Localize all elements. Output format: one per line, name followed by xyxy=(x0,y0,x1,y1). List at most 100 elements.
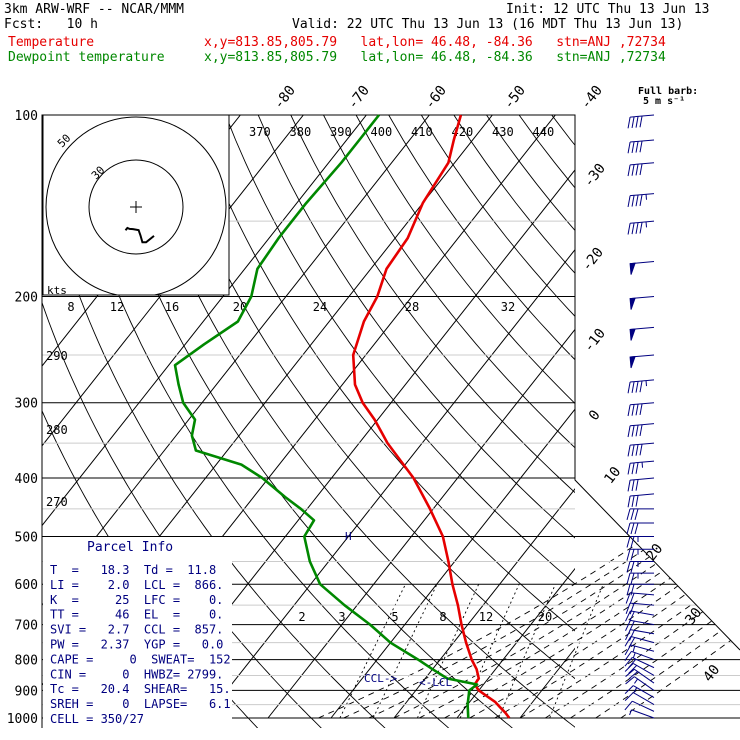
wind-barb-staff xyxy=(630,493,655,497)
wind-barb-full xyxy=(627,495,631,508)
pressure-label: 500 xyxy=(15,530,38,545)
wind-barb-full xyxy=(625,620,631,631)
parcel-row: K = 25 LFC = 0. xyxy=(50,593,223,607)
dry-adiabat xyxy=(192,115,575,632)
wind-barb-full xyxy=(628,630,635,641)
wind-barb xyxy=(624,700,655,712)
pressure-label: 400 xyxy=(15,472,38,487)
pressure-label: 600 xyxy=(15,578,38,593)
pressure-label: 100 xyxy=(15,109,38,124)
h-marker: H xyxy=(345,530,352,543)
theta-label: 390 xyxy=(330,125,352,139)
moist-adiabat xyxy=(418,296,740,719)
hodograph-frame xyxy=(42,114,230,296)
wind-barb xyxy=(627,477,655,492)
wind-barb xyxy=(624,635,655,648)
wind-barb-staff xyxy=(630,644,655,652)
dry-adiabat xyxy=(584,115,740,731)
wind-barb-full xyxy=(635,164,639,176)
wind-barb xyxy=(626,522,654,535)
wind-barb-full xyxy=(639,194,643,206)
wind-barb-flag xyxy=(629,297,636,310)
dry-adiabat xyxy=(486,115,575,232)
wind-barb xyxy=(625,592,655,605)
wind-barb-full xyxy=(624,685,634,694)
wind-barb-full xyxy=(635,141,639,153)
wind-barb-full xyxy=(630,584,635,596)
wind-barb-full xyxy=(630,522,635,535)
wind-barb xyxy=(624,657,655,669)
wind-barb-full xyxy=(626,522,631,535)
isotherm-line xyxy=(204,248,575,719)
mixing-ratio-label: 3 xyxy=(338,610,345,624)
wind-barb-full xyxy=(624,692,634,701)
wind-barb-full xyxy=(635,444,639,456)
temperature-location: x,y=813.85,805.79 lat,lon= 46.48, -84.36… xyxy=(204,35,666,50)
parcel-row: SVI = 2.7 CCL = 857. xyxy=(50,623,223,637)
wind-barb xyxy=(627,114,655,129)
wind-barb-full xyxy=(624,657,633,667)
moist-adiabat xyxy=(544,296,740,719)
wind-barb-full xyxy=(639,163,643,176)
wind-barb xyxy=(627,493,655,508)
isotherm-label: -70 xyxy=(345,83,373,113)
wind-barb xyxy=(629,354,655,369)
wind-barb xyxy=(626,572,654,585)
wind-barb xyxy=(629,709,655,719)
moist-adiabat xyxy=(519,296,740,719)
isotherm-line xyxy=(456,567,575,719)
dewpoint-location: x,y=813.85,805.79 lat,lon= 46.48, -84.36… xyxy=(204,50,666,65)
profile-series: CCL-> <-LCL H xyxy=(173,114,511,719)
wind-barb-full xyxy=(625,592,631,604)
dry-adiabat xyxy=(617,115,740,731)
wind-barb-full xyxy=(630,508,635,521)
isotherm-line xyxy=(709,115,740,718)
wind-barb-full xyxy=(639,403,643,416)
thetae-label: 280 xyxy=(46,423,68,437)
theta-label: 380 xyxy=(290,125,312,139)
wind-barb-full xyxy=(626,584,631,596)
dewpoint-profile xyxy=(173,114,479,719)
wind-barb-full xyxy=(625,602,631,614)
wind-barb-full xyxy=(627,404,631,417)
wind-barb-full xyxy=(639,380,643,393)
wind-barb-flag xyxy=(629,356,636,369)
pressure-label: 700 xyxy=(15,619,38,634)
dry-adiabat xyxy=(94,115,513,728)
theta-label: 410 xyxy=(411,125,433,139)
wind-barb-full xyxy=(631,116,635,129)
wind-barb-full xyxy=(627,381,631,394)
wind-barb xyxy=(626,583,654,596)
isotherm-line xyxy=(42,115,430,607)
parcel-row: PW = 2.37 YGP = 0.0 xyxy=(50,638,223,652)
wind-barb-full xyxy=(635,462,639,474)
wind-barb-staff xyxy=(630,635,655,644)
dry-adiabat xyxy=(650,115,740,731)
parcel-row: CAPE = 0 SWEAT= 152 xyxy=(50,652,231,666)
wind-barb xyxy=(626,560,654,573)
wind-barb xyxy=(627,162,655,177)
wind-barb-full xyxy=(629,592,635,605)
wind-barb xyxy=(625,610,655,623)
wind-barb-full xyxy=(630,561,635,573)
wind-barb-full xyxy=(630,572,635,585)
isotherm-label: -30 xyxy=(581,161,609,191)
wind-barb-full xyxy=(629,603,635,615)
isotherm-label: -50 xyxy=(501,83,529,113)
wind-barb-full xyxy=(639,444,643,456)
wind-barb-full xyxy=(627,223,631,235)
dry-adiabat xyxy=(355,115,575,405)
wind-barb-full xyxy=(631,444,635,457)
mixing-ratio-line xyxy=(498,584,556,719)
dry-adiabat xyxy=(62,115,450,728)
wind-barb-full xyxy=(630,536,635,548)
moist-adiabat xyxy=(318,296,740,719)
wind-barb xyxy=(626,548,654,561)
mixing-ratio-line xyxy=(339,583,406,719)
parcel-row: T = 18.3 Td = 11.8 xyxy=(50,563,216,577)
wind-barb-full xyxy=(628,671,638,680)
wind-barb-full xyxy=(639,424,643,437)
wind-barb-full xyxy=(635,194,639,207)
wind-barb-full xyxy=(627,141,631,154)
barb-legend-units: 5 m s⁻¹ xyxy=(643,96,685,107)
